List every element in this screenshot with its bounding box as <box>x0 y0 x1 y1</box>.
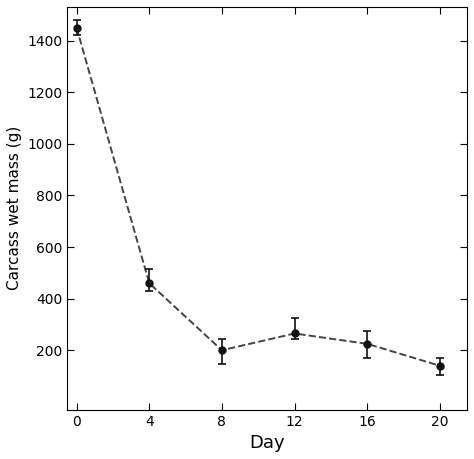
Y-axis label: Carcass wet mass (g): Carcass wet mass (g) <box>7 126 22 291</box>
X-axis label: Day: Day <box>249 434 285 452</box>
